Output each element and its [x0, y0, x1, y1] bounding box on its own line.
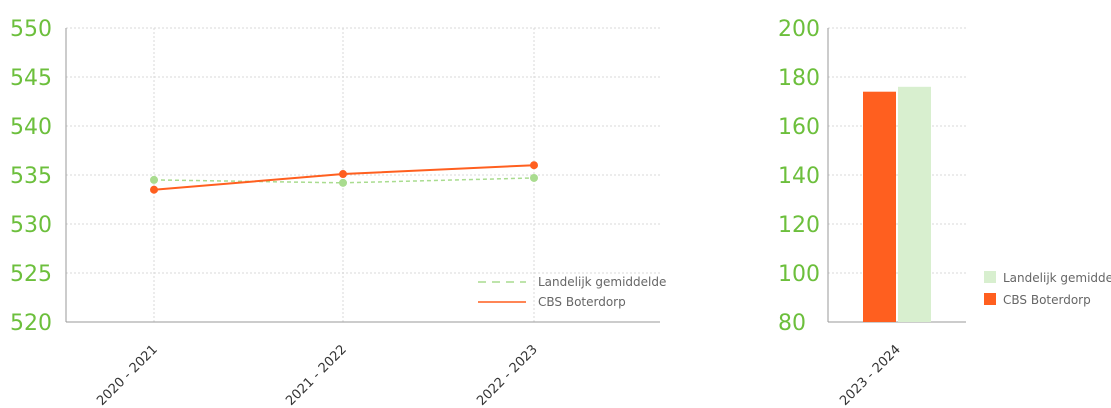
- line-chart-point-landelijk: [530, 173, 538, 182]
- bar-chart-x-tick-label: 2023 - 2024: [837, 342, 904, 408]
- bar-chart-y-tick-label: 160: [778, 115, 820, 140]
- line-chart-x-tick-label: 2021 - 2022: [283, 342, 350, 408]
- bar-chart-y-tick-label: 180: [778, 66, 820, 91]
- line-chart-legend-label: Landelijk gemiddelde: [538, 275, 666, 289]
- line-chart: 520 525 530 535 540 545 550 2020 - 2021 2021 - 2…: [10, 17, 666, 408]
- line-chart-y-tick-label: 520: [10, 311, 52, 336]
- bar-chart: 80 100 120 140 160 180 200 2023 - 2024 Landelijk…: [778, 17, 1111, 408]
- line-chart-point-cbs: [150, 185, 158, 194]
- line-chart-legend-label: CBS Boterdorp: [538, 295, 626, 309]
- line-chart-y-tick-label: 540: [10, 115, 52, 140]
- line-chart-y-tick-label: 525: [10, 262, 52, 287]
- bar-chart-y-tick-label: 100: [778, 262, 820, 287]
- bar-chart-y-tick-label: 120: [778, 213, 820, 238]
- bar-chart-legend-swatch: [984, 293, 996, 305]
- line-chart-y-tick-label: 530: [10, 213, 52, 238]
- line-chart-x-tick-label: 2020 - 2021: [94, 342, 161, 408]
- line-chart-y-tick-label: 535: [10, 164, 52, 189]
- line-chart-point-cbs: [339, 170, 347, 179]
- bar-chart-legend-swatch: [984, 271, 996, 283]
- bar-chart-y-tick-label: 140: [778, 164, 820, 189]
- bar-chart-legend-label: CBS Boterdorp: [1003, 293, 1091, 307]
- bar-chart-legend-label: Landelijk gemiddelde: [1003, 271, 1111, 285]
- bar-chart-y-tick-label: 200: [778, 17, 820, 42]
- line-chart-y-tick-label: 550: [10, 17, 52, 42]
- bar-cbs-boterdorp: [863, 91, 896, 322]
- line-chart-x-tick-label: 2022 - 2023: [474, 342, 541, 408]
- line-chart-point-landelijk: [339, 178, 347, 187]
- bar-chart-y-tick-label: 80: [778, 311, 806, 336]
- line-chart-y-tick-label: 545: [10, 66, 52, 91]
- line-chart-point-cbs: [530, 161, 538, 170]
- bar-landelijk-gemiddelde: [898, 86, 931, 322]
- line-chart-point-landelijk: [150, 175, 158, 184]
